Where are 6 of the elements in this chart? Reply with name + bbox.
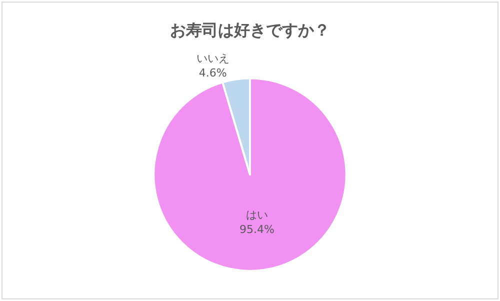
slice-label: はい [246, 208, 268, 222]
data-label: 4.6% [198, 66, 227, 80]
pie-slice [152, 77, 348, 272]
data-label: 95.4% [239, 222, 274, 236]
chart-title: お寿司は好きですか？ [170, 20, 330, 40]
slice-label: いいえ [196, 52, 230, 66]
